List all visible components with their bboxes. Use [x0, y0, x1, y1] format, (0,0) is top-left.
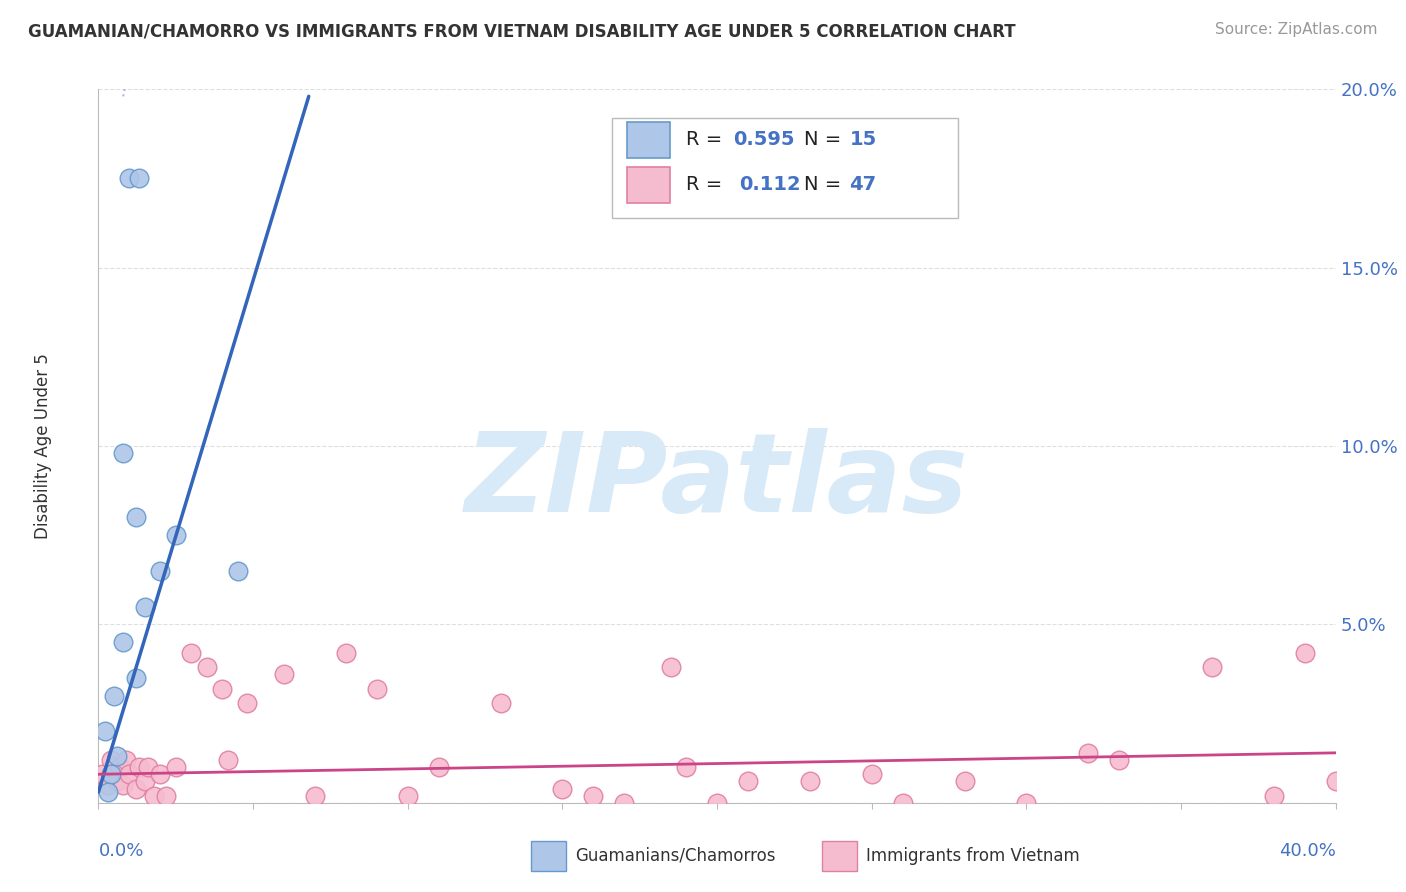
Point [1077, 746, 1099, 760]
Point [1015, 796, 1038, 810]
Text: N =: N = [804, 130, 848, 149]
Point [659, 660, 682, 674]
Point [115, 753, 138, 767]
Text: Disability Age Under 5: Disability Age Under 5 [34, 353, 52, 539]
Point [155, 789, 177, 803]
Point [100, 767, 122, 781]
Point [103, 760, 125, 774]
Text: R =: R = [686, 130, 728, 149]
Point [134, 774, 156, 789]
Point [217, 753, 239, 767]
Point [1263, 789, 1285, 803]
Point [366, 681, 388, 696]
FancyBboxPatch shape [612, 118, 959, 218]
Point [226, 564, 249, 578]
Point [1324, 774, 1347, 789]
Text: R =: R = [686, 176, 735, 194]
Point [165, 528, 187, 542]
FancyBboxPatch shape [627, 167, 671, 202]
Point [891, 796, 914, 810]
Point [1294, 646, 1316, 660]
Point [100, 753, 122, 767]
Point [143, 789, 166, 803]
Text: Guamanians/Chamorros: Guamanians/Chamorros [575, 847, 775, 864]
Point [136, 760, 159, 774]
Point [613, 796, 636, 810]
Point [103, 689, 125, 703]
Text: 0.595: 0.595 [733, 130, 794, 149]
Point [180, 646, 202, 660]
Point [582, 789, 605, 803]
Text: GUAMANIAN/CHAMORRO VS IMMIGRANTS FROM VIETNAM DISABILITY AGE UNDER 5 CORRELATION: GUAMANIAN/CHAMORRO VS IMMIGRANTS FROM VI… [28, 22, 1015, 40]
Text: Immigrants from Vietnam: Immigrants from Vietnam [866, 847, 1080, 864]
Point [953, 774, 976, 789]
FancyBboxPatch shape [531, 840, 567, 871]
Point [304, 789, 326, 803]
Point [128, 171, 150, 186]
Text: 40.0%: 40.0% [1279, 842, 1336, 860]
Point [105, 749, 128, 764]
Point [118, 767, 141, 781]
Text: 0.112: 0.112 [740, 176, 801, 194]
Point [124, 781, 146, 796]
Point [124, 671, 146, 685]
Point [124, 510, 146, 524]
Point [118, 171, 141, 186]
Text: ZIPatlas: ZIPatlas [465, 428, 969, 535]
Point [112, 635, 135, 649]
Point [706, 796, 728, 810]
Point [551, 781, 574, 796]
Point [134, 599, 156, 614]
Point [105, 774, 128, 789]
Point [799, 774, 821, 789]
Point [1108, 753, 1130, 767]
Point [489, 696, 512, 710]
Point [128, 760, 150, 774]
Point [165, 760, 187, 774]
Point [211, 681, 233, 696]
Point [1201, 660, 1223, 674]
Point [97, 778, 120, 792]
Point [149, 767, 172, 781]
Text: 0.0%: 0.0% [98, 842, 143, 860]
Point [396, 789, 419, 803]
Text: N =: N = [804, 176, 848, 194]
Point [675, 760, 697, 774]
Point [112, 778, 135, 792]
Text: Source: ZipAtlas.com: Source: ZipAtlas.com [1215, 22, 1378, 37]
Point [236, 696, 259, 710]
Point [93, 724, 115, 739]
Point [427, 760, 450, 774]
FancyBboxPatch shape [627, 122, 671, 158]
Point [335, 646, 357, 660]
Point [97, 785, 120, 799]
Point [860, 767, 883, 781]
Point [737, 774, 759, 789]
Point [149, 564, 172, 578]
Text: 15: 15 [849, 130, 877, 149]
Text: 47: 47 [849, 176, 876, 194]
FancyBboxPatch shape [823, 840, 856, 871]
Point [273, 667, 295, 681]
Point [195, 660, 218, 674]
Point [112, 446, 135, 460]
Point [108, 760, 131, 774]
Point [90, 767, 112, 781]
